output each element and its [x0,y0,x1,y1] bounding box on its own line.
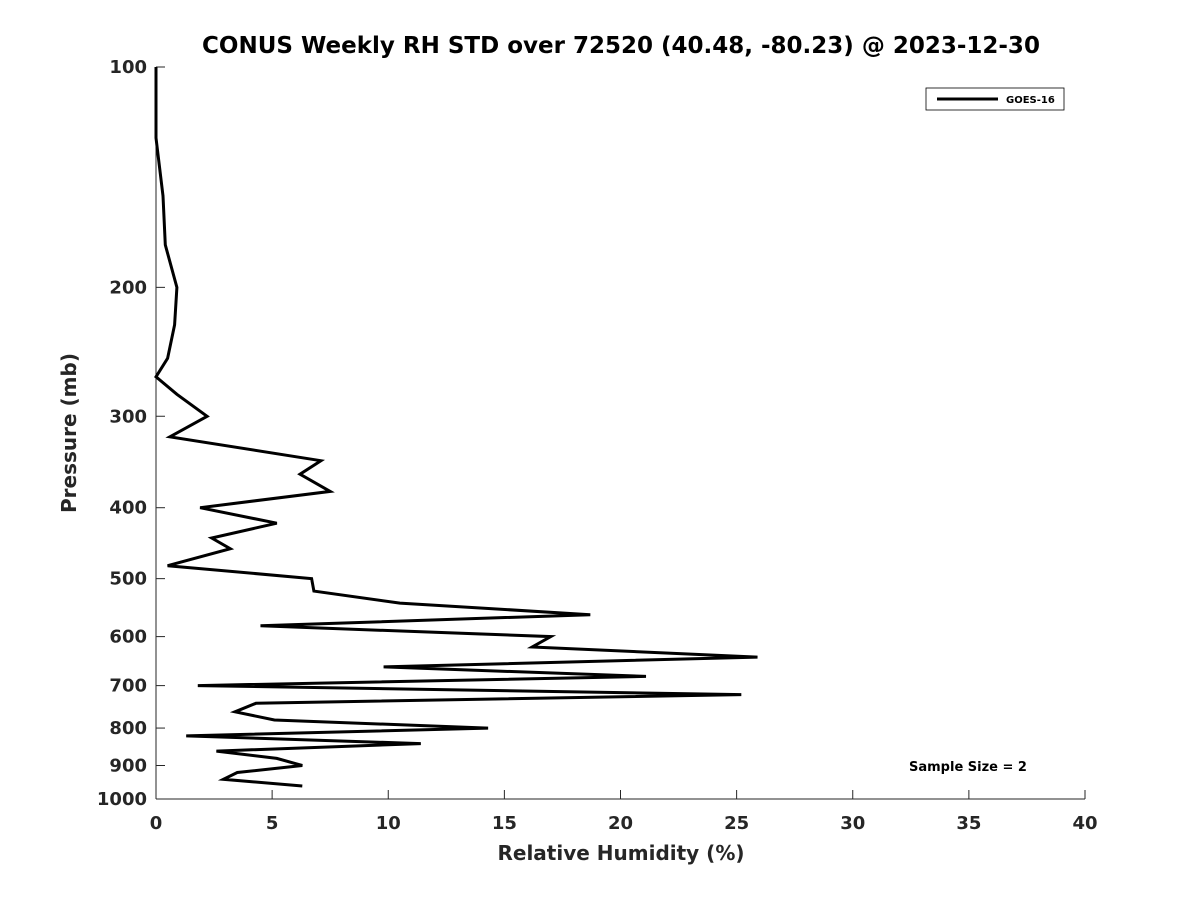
x-tick-label: 40 [1072,813,1097,834]
sample-size-annotation: Sample Size = 2 [909,760,1027,775]
x-axis-label: Relative Humidity (%) [497,841,744,865]
x-tick-label: 20 [608,813,633,834]
y-tick-label: 300 [109,406,147,427]
y-tick-label: 400 [109,498,147,519]
x-tick-label: 25 [724,813,749,834]
x-tick-label: 30 [840,813,865,834]
series-layer [154,67,758,788]
x-tick-label: 35 [956,813,981,834]
y-axis-label: Pressure (mb) [57,353,81,513]
y-tick-label: 600 [109,627,147,648]
y-tick-label: 700 [109,676,147,697]
x-tick-label: 15 [492,813,517,834]
y-tick-label: 200 [109,277,147,298]
legend-label-goes-16: GOES-16 [1006,95,1055,106]
y-tick-label: 900 [109,756,147,777]
series-line-goes-16 [154,67,758,788]
y-tick-label: 500 [109,569,147,590]
x-tick-label: 0 [150,813,163,834]
y-tick-label: 1000 [97,789,147,810]
y-tick-label: 800 [109,718,147,739]
y-axis-ticks: 100 200 300 400 500 600 700 800 900 1000 [97,57,165,810]
chart-title: CONUS Weekly RH STD over 72520 (40.48, -… [202,33,1040,59]
x-tick-label: 10 [376,813,401,834]
legend: GOES-16 [925,87,1065,111]
y-tick-label: 100 [109,57,147,78]
x-tick-label: 5 [266,813,279,834]
x-axis-ticks: 0 5 10 15 20 25 30 35 40 [150,790,1098,834]
